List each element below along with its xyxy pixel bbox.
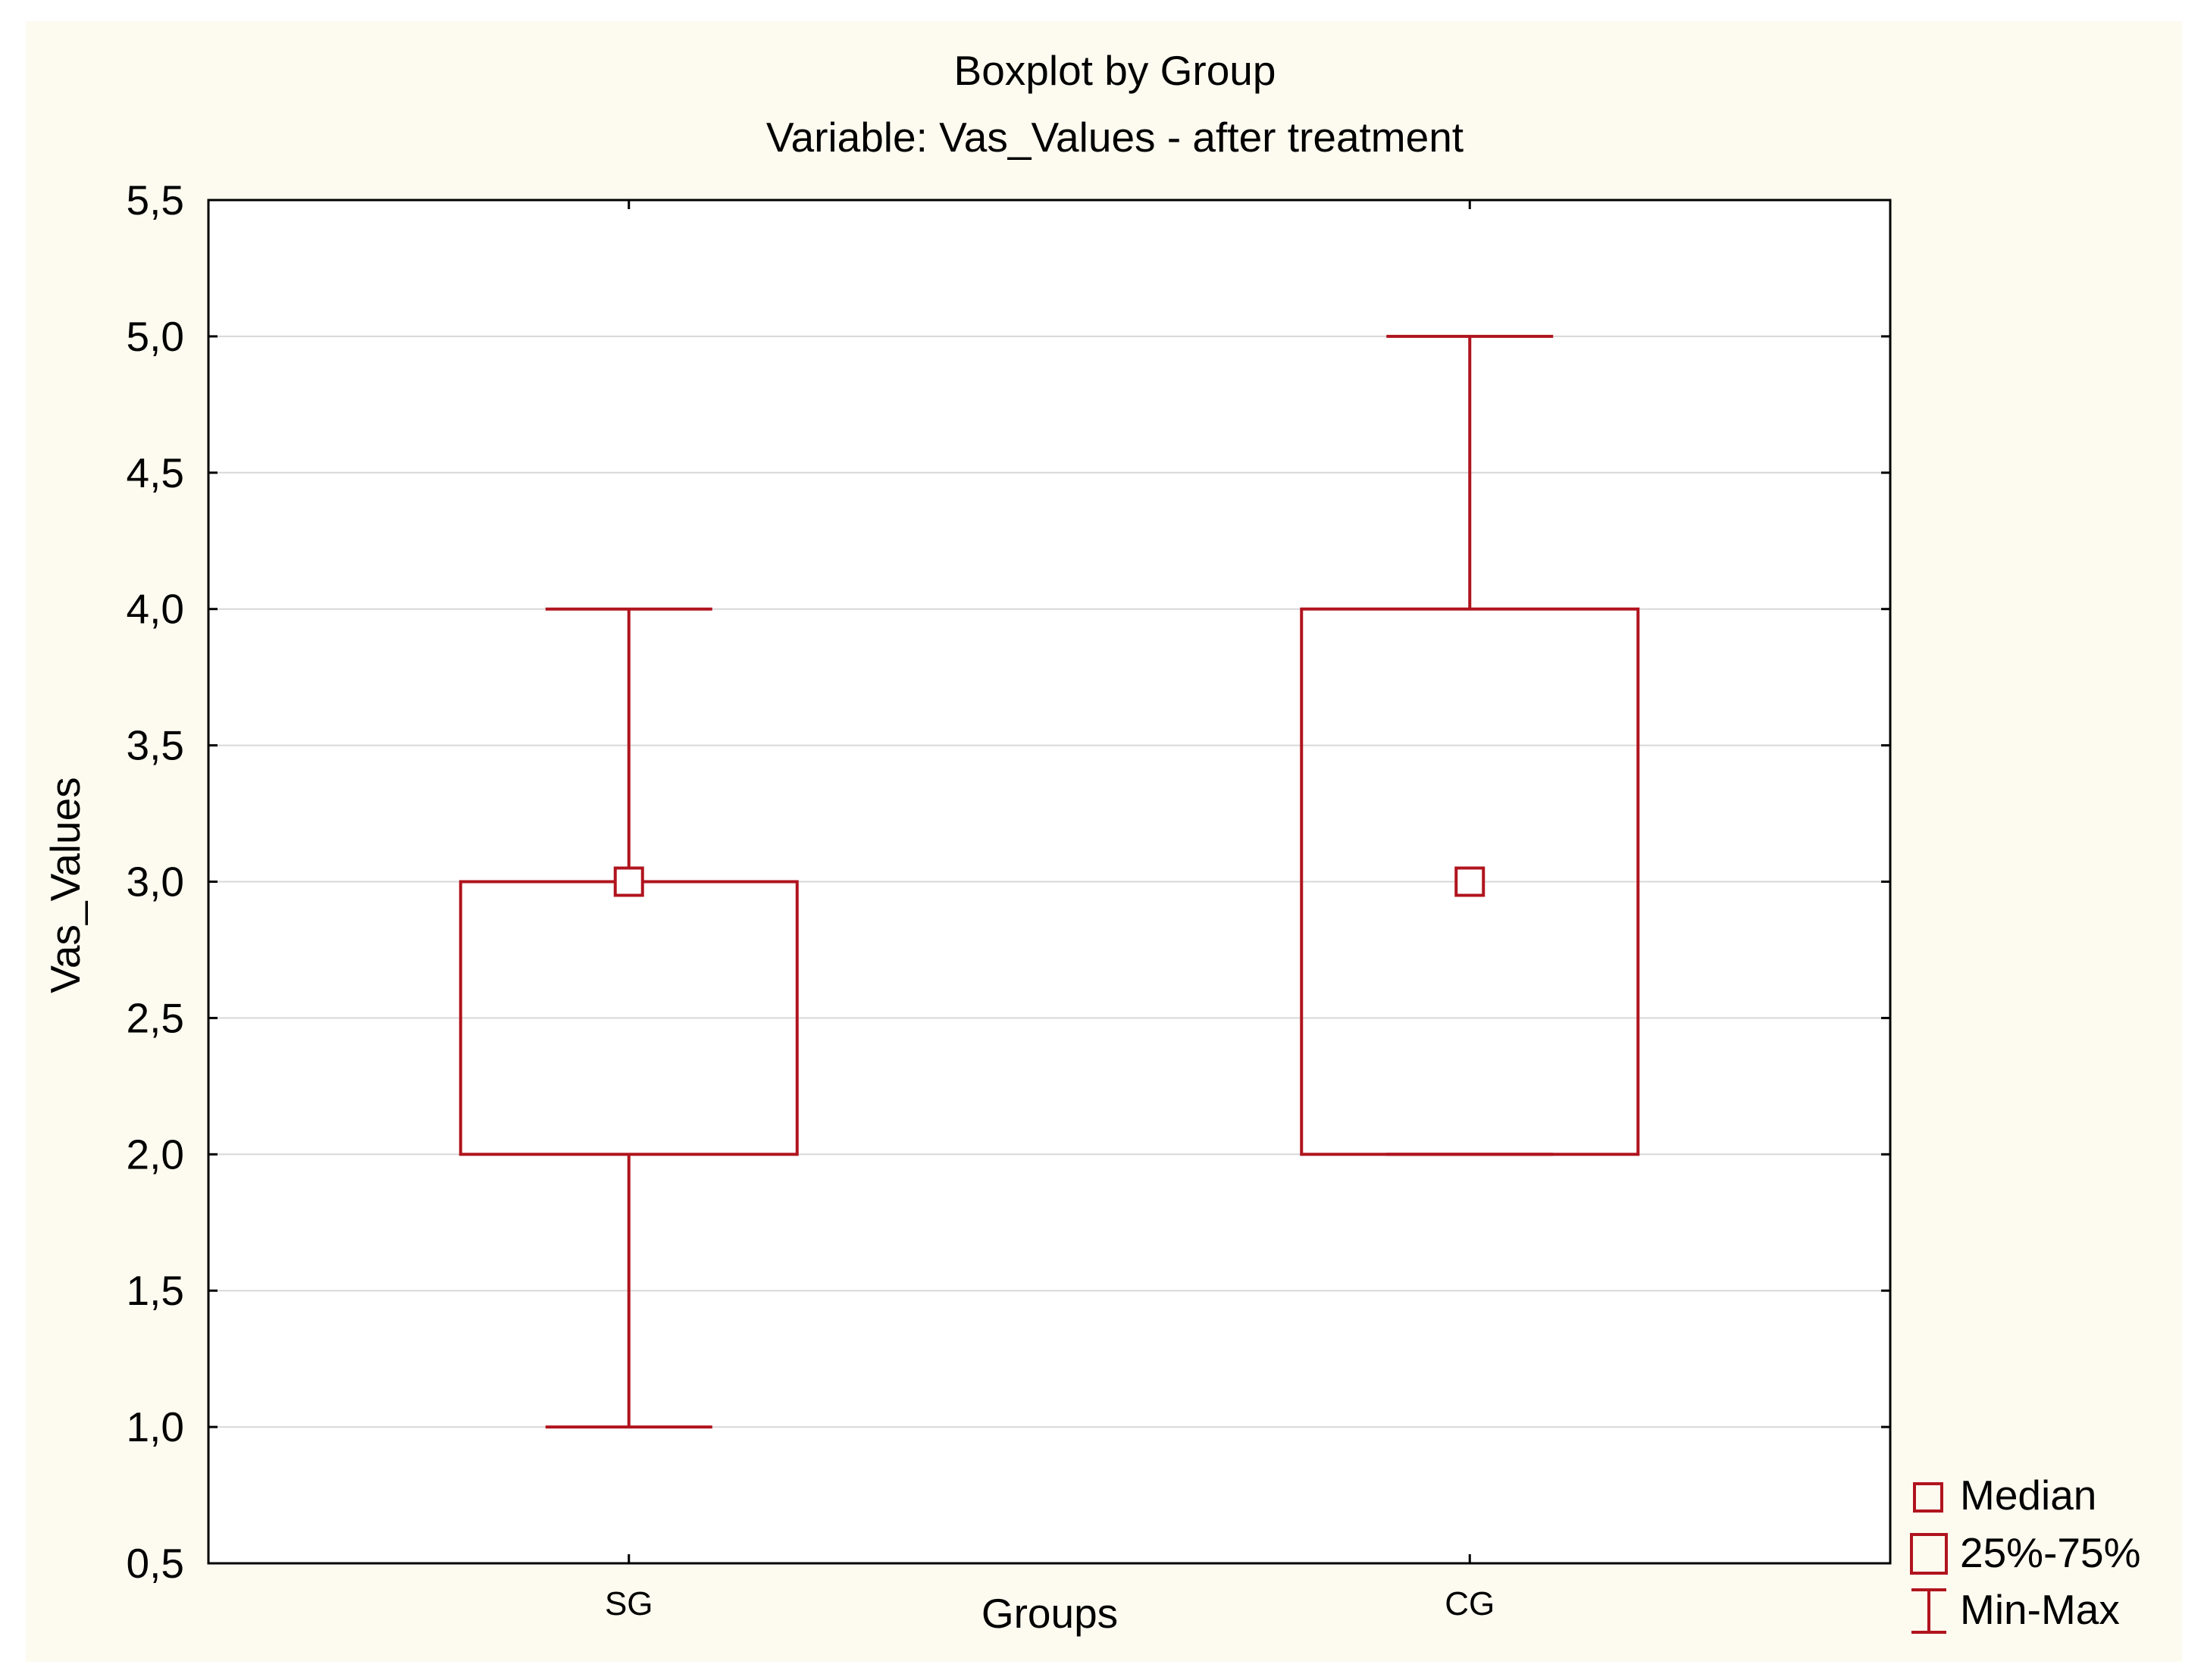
x-tick-label: CG [1445, 1585, 1495, 1622]
axis-ticks [208, 199, 1890, 1565]
legend-box-label: 25%-75% [1960, 1529, 2140, 1576]
y-tick-labels: 0,5 1,0 1,5 2,0 2,5 3,0 3,5 4,0 4,5 5,0 5,5 [127, 177, 184, 1587]
median-marker [613, 866, 644, 897]
iqr-box [1300, 607, 1640, 1156]
y-tick-label: 3,0 [127, 859, 184, 906]
y-tick-label: 4,0 [127, 586, 184, 633]
box-series [459, 334, 1640, 1429]
box-cg [1300, 334, 1640, 1156]
legend-whisker-marker [1911, 1588, 1946, 1634]
chart-subtitle: Variable: Vas_Values - after treatment [766, 114, 1464, 161]
y-tick-label: 2,0 [127, 1131, 184, 1178]
box-sg [459, 607, 799, 1429]
legend-whisker-label: Min-Max [1960, 1586, 2120, 1633]
y-tick-label: 3,5 [127, 722, 184, 769]
plot-area-frame [207, 199, 1892, 1565]
legend-median-label: Median [1960, 1472, 2096, 1519]
median-marker [1454, 866, 1486, 897]
x-tick-label: SG [605, 1585, 653, 1622]
legend: Median 25%-75% Min-Max [1910, 1472, 2140, 1634]
y-tick-label: 5,0 [127, 313, 184, 360]
y-tick-label: 0,5 [127, 1540, 184, 1587]
x-axis-label: Groups [981, 1590, 1118, 1637]
y-axis-label: Vas_Values [42, 777, 89, 993]
y-tick-label: 2,5 [127, 994, 184, 1041]
y-tick-label: 1,0 [127, 1403, 184, 1450]
y-tick-label: 1,5 [127, 1267, 184, 1314]
chart-title: Boxplot by Group [954, 47, 1276, 94]
y-tick-label: 5,5 [127, 177, 184, 224]
legend-median-marker [1913, 1482, 1943, 1513]
legend-box-marker [1910, 1533, 1948, 1575]
y-tick-label: 4,5 [127, 449, 184, 496]
x-tick-labels: SG CG [605, 1585, 1495, 1622]
